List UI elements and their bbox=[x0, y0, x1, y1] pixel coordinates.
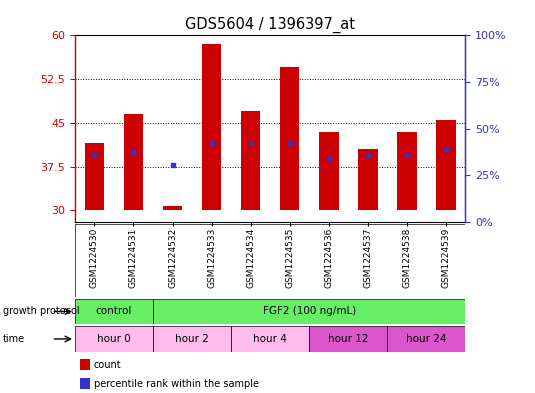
Text: hour 2: hour 2 bbox=[175, 334, 209, 344]
Text: control: control bbox=[96, 307, 132, 316]
Text: GSM1224533: GSM1224533 bbox=[207, 228, 216, 288]
Bar bbox=[241, 111, 261, 210]
Text: GSM1224532: GSM1224532 bbox=[168, 228, 177, 288]
Text: percentile rank within the sample: percentile rank within the sample bbox=[94, 378, 258, 389]
Bar bbox=[309, 326, 387, 352]
Bar bbox=[319, 132, 339, 210]
Bar bbox=[202, 44, 221, 210]
Text: GSM1224537: GSM1224537 bbox=[363, 228, 372, 288]
Bar bbox=[124, 114, 143, 210]
Bar bbox=[397, 132, 417, 210]
Text: GSM1224538: GSM1224538 bbox=[402, 228, 411, 288]
Text: time: time bbox=[3, 334, 25, 344]
Bar bbox=[231, 326, 309, 352]
Text: GSM1224531: GSM1224531 bbox=[129, 228, 138, 288]
Text: count: count bbox=[94, 360, 121, 370]
Text: hour 0: hour 0 bbox=[97, 334, 131, 344]
Text: hour 12: hour 12 bbox=[328, 334, 369, 344]
Text: GSM1224535: GSM1224535 bbox=[285, 228, 294, 288]
Text: FGF2 (100 ng/mL): FGF2 (100 ng/mL) bbox=[263, 307, 356, 316]
Text: GSM1224536: GSM1224536 bbox=[324, 228, 333, 288]
Bar bbox=[163, 206, 182, 210]
Bar bbox=[387, 326, 465, 352]
Text: GSM1224539: GSM1224539 bbox=[441, 228, 450, 288]
Text: GSM1224530: GSM1224530 bbox=[90, 228, 99, 288]
Bar bbox=[75, 299, 153, 324]
Title: GDS5604 / 1396397_at: GDS5604 / 1396397_at bbox=[185, 17, 355, 33]
Bar bbox=[358, 149, 378, 210]
Bar bbox=[75, 326, 153, 352]
Bar bbox=[153, 299, 465, 324]
Text: growth protocol: growth protocol bbox=[3, 307, 79, 316]
Text: hour 24: hour 24 bbox=[406, 334, 447, 344]
Bar bbox=[85, 143, 104, 210]
Bar bbox=[153, 326, 231, 352]
Text: GSM1224534: GSM1224534 bbox=[246, 228, 255, 288]
Bar bbox=[436, 120, 456, 210]
Text: hour 4: hour 4 bbox=[253, 334, 287, 344]
Bar bbox=[280, 68, 300, 210]
